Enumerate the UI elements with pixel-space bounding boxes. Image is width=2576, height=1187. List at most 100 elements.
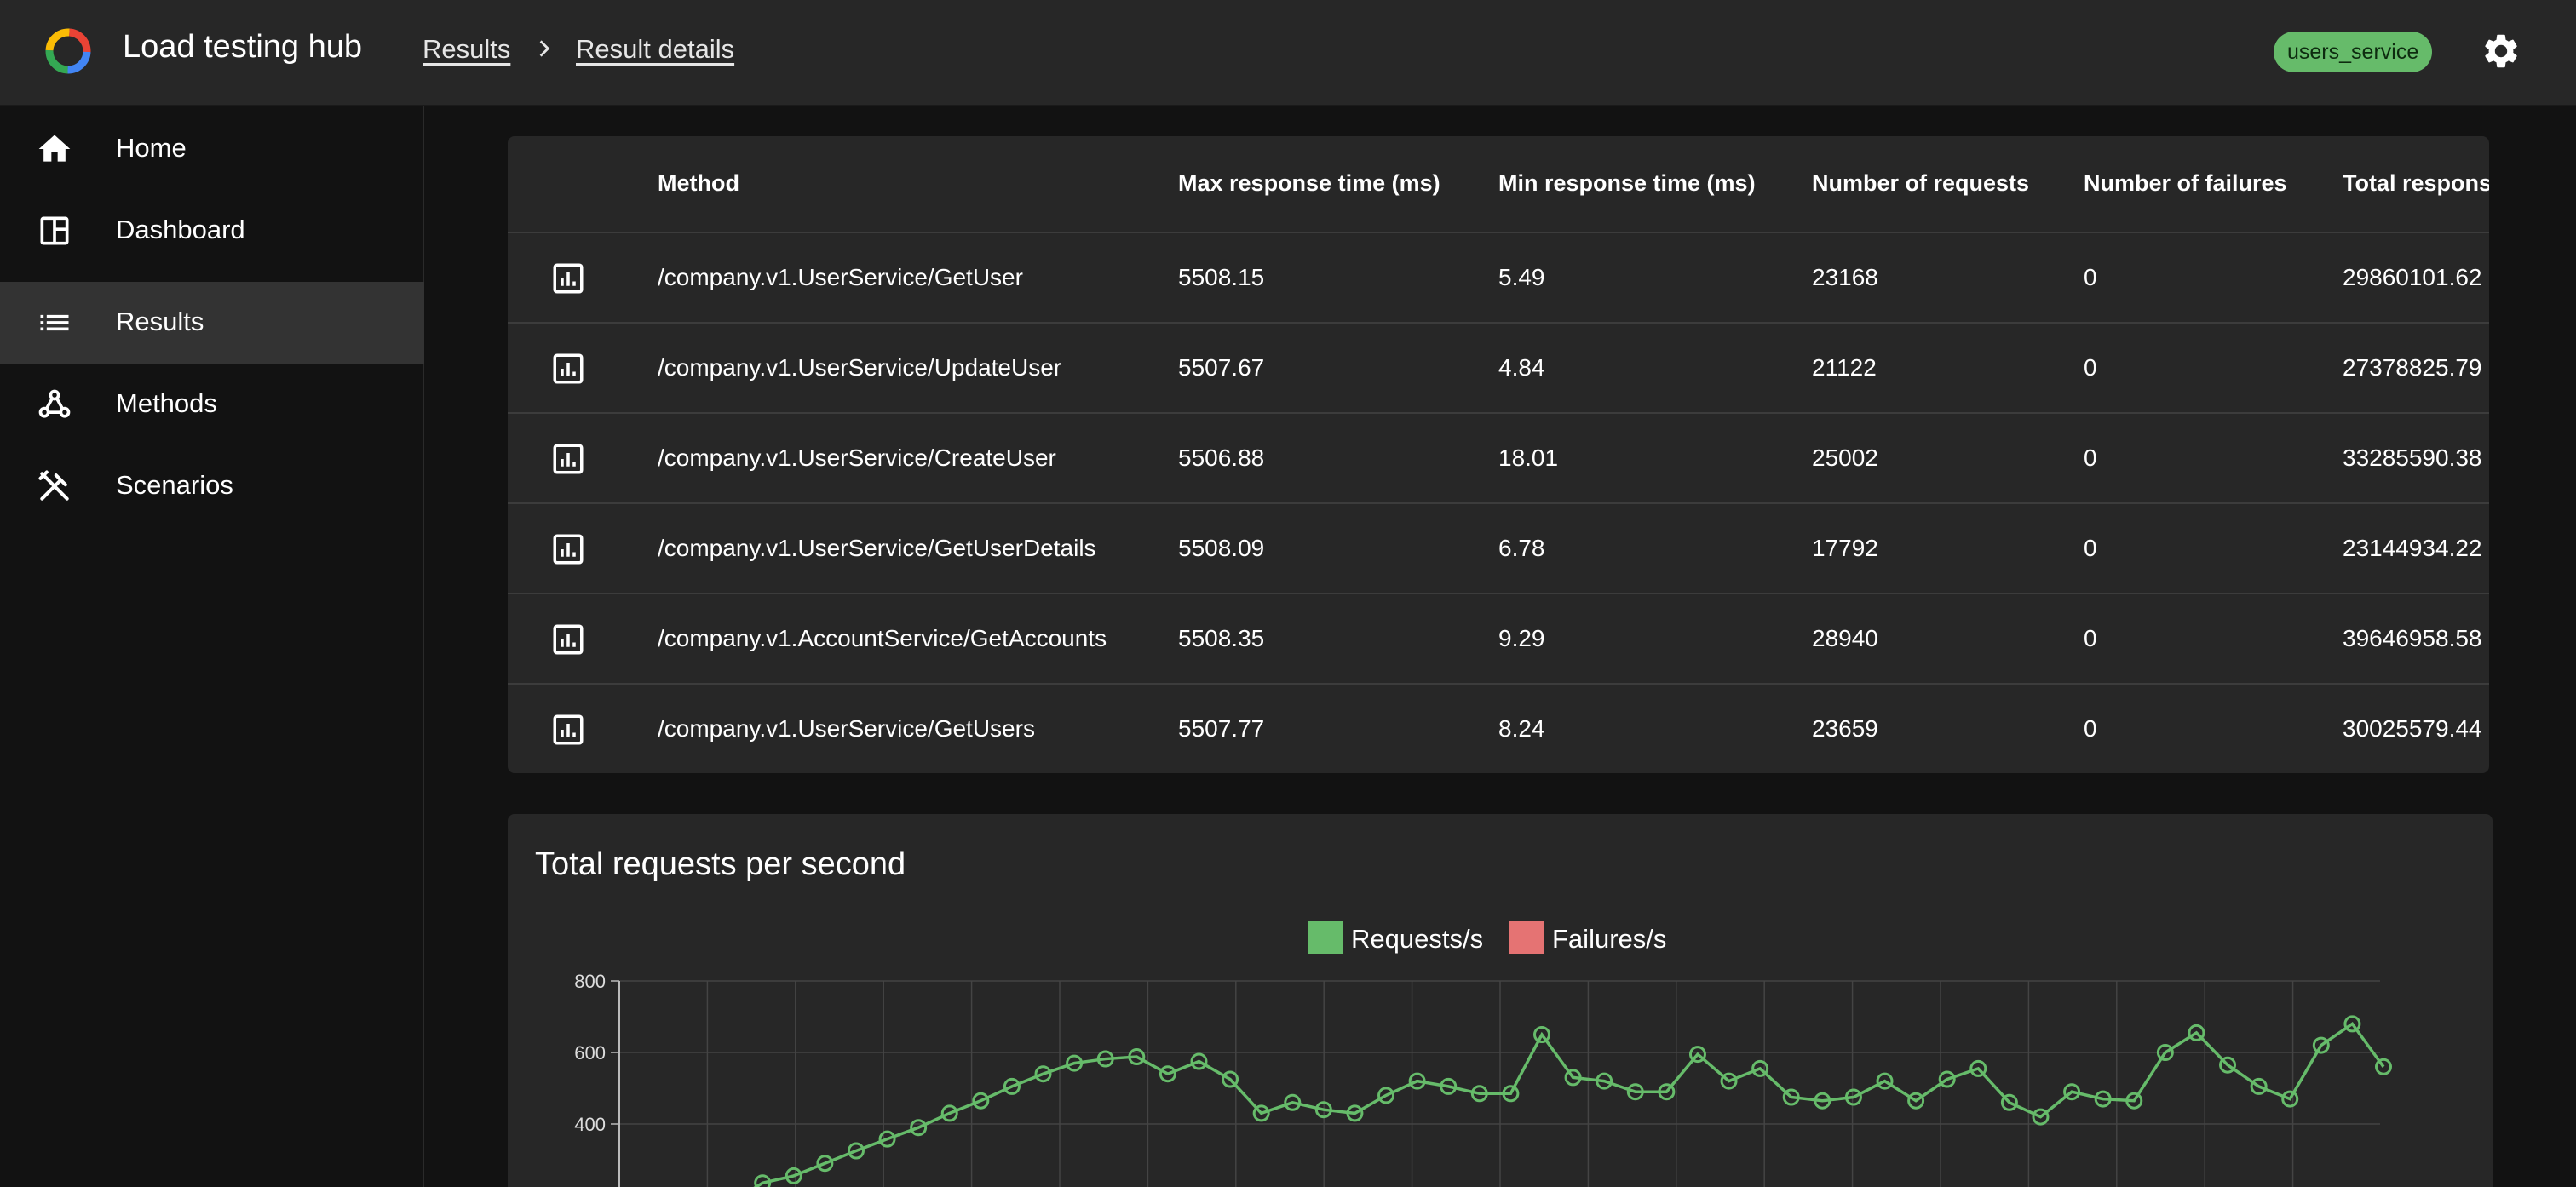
legend-swatch-requests xyxy=(1308,921,1343,954)
chart-report-icon[interactable] xyxy=(550,712,586,748)
data-point-requests xyxy=(1751,1059,1769,1077)
list-icon xyxy=(40,314,69,331)
data-point-requests xyxy=(1596,1072,1613,1090)
data-point-requests xyxy=(1502,1085,1520,1103)
cell-requests: 28940 xyxy=(1812,625,1878,651)
data-point-requests xyxy=(1969,1059,1987,1077)
tools-icon xyxy=(38,470,69,501)
cell-max-response: 5506.88 xyxy=(1178,444,1265,471)
cell-requests: 23168 xyxy=(1812,264,1878,290)
cell-failures: 0 xyxy=(2084,264,2097,290)
data-point-requests xyxy=(1533,1026,1550,1043)
cell-total-response: 27378825.79 xyxy=(2343,354,2482,381)
data-point-requests xyxy=(847,1142,865,1160)
data-point-requests xyxy=(940,1104,958,1122)
data-point-requests xyxy=(1470,1085,1488,1103)
data-point-requests xyxy=(1720,1072,1738,1090)
column-header-failures[interactable]: Number of failures xyxy=(2084,170,2287,196)
table-row: /company.v1.AccountService/GetAccounts 55… xyxy=(508,594,2489,685)
data-point-requests xyxy=(2125,1092,2143,1110)
data-point-requests xyxy=(1159,1065,1176,1083)
chart-report-icon[interactable] xyxy=(550,351,586,387)
data-point-requests xyxy=(1034,1065,1052,1083)
data-point-requests xyxy=(2281,1090,2299,1108)
data-point-requests xyxy=(1626,1083,1644,1101)
dashboard-icon xyxy=(40,216,69,245)
column-header-min-response[interactable]: Min response time (ms) xyxy=(1498,170,1756,196)
table-row: /company.v1.UserService/CreateUser 5506.8… xyxy=(508,414,2489,504)
legend-label-failures[interactable]: Failures/s xyxy=(1552,924,1667,954)
cell-method: /company.v1.AccountService/GetAccounts xyxy=(658,625,1107,651)
cell-total-response: 30025579.44 xyxy=(2343,715,2482,742)
breadcrumb-results[interactable]: Results xyxy=(423,34,511,64)
webhook-icon xyxy=(38,389,71,418)
data-point-requests xyxy=(1844,1088,1862,1106)
chart-report-icon[interactable] xyxy=(550,622,586,657)
column-header-max-response[interactable]: Max response time (ms) xyxy=(1178,170,1440,196)
data-point-requests xyxy=(2188,1024,2205,1041)
line-chart: 400 600 800 xyxy=(574,971,2392,1187)
requests-chart-card: Total requests per second Requests/s Fai… xyxy=(508,814,2493,1187)
data-point-requests xyxy=(785,1167,802,1184)
breadcrumb-result-details[interactable]: Result details xyxy=(576,34,735,64)
data-point-requests xyxy=(972,1092,990,1110)
data-point-requests xyxy=(754,1174,772,1187)
sidebar-item-methods[interactable]: Methods xyxy=(0,364,424,445)
sidebar-item-label: Methods xyxy=(116,388,217,418)
chart-report-icon[interactable] xyxy=(550,531,586,567)
data-point-requests xyxy=(816,1155,834,1173)
cell-min-response: 5.49 xyxy=(1498,264,1545,290)
column-header-requests[interactable]: Number of requests xyxy=(1812,170,2030,196)
data-point-requests xyxy=(2000,1093,2018,1111)
cell-requests: 25002 xyxy=(1812,444,1878,471)
cell-min-response: 4.84 xyxy=(1498,354,1545,381)
sidebar-item-label: Dashboard xyxy=(116,215,245,244)
results-table: Method Max response time (ms) Min respon… xyxy=(508,136,2489,773)
app-header: Load testing hub Results Result details … xyxy=(0,0,2576,106)
table-row: /company.v1.UserService/GetUserDetails 55… xyxy=(508,504,2489,594)
gear-icon[interactable] xyxy=(2481,31,2521,72)
data-point-requests xyxy=(2094,1090,2112,1108)
data-point-requests xyxy=(1066,1054,1084,1072)
y-tick-label: 400 xyxy=(574,1114,606,1135)
data-point-requests xyxy=(2032,1108,2050,1126)
column-header-total-response[interactable]: Total respons xyxy=(2343,170,2489,196)
data-point-requests xyxy=(1907,1092,1925,1110)
y-tick-label: 600 xyxy=(574,1042,606,1064)
sidebar: Home Dashboard Results Methods xyxy=(0,106,424,1187)
cell-failures: 0 xyxy=(2084,444,2097,471)
chart-report-icon[interactable] xyxy=(550,441,586,477)
cell-failures: 0 xyxy=(2084,715,2097,742)
cell-requests: 21122 xyxy=(1812,354,1877,381)
chart-report-icon[interactable] xyxy=(550,261,586,296)
home-icon xyxy=(38,135,71,162)
cell-total-response: 23144934.22 xyxy=(2343,535,2482,561)
cell-max-response: 5507.67 xyxy=(1178,354,1265,381)
data-point-requests xyxy=(2343,1015,2361,1033)
sidebar-item-home[interactable]: Home xyxy=(0,108,424,190)
data-point-requests xyxy=(1876,1072,1894,1090)
cell-total-response: 33285590.38 xyxy=(2343,444,2482,471)
table-header-divider xyxy=(508,232,2489,233)
sidebar-item-results[interactable]: Results xyxy=(0,282,424,364)
data-point-requests xyxy=(2219,1056,2237,1074)
data-point-requests xyxy=(1440,1077,1458,1095)
legend-label-requests[interactable]: Requests/s xyxy=(1351,924,1484,954)
data-point-requests xyxy=(1377,1087,1395,1104)
cell-method: /company.v1.UserService/GetUsers xyxy=(658,715,1035,742)
cell-method: /company.v1.UserService/UpdateUser xyxy=(658,354,1062,381)
data-point-requests xyxy=(2375,1058,2392,1075)
data-point-requests xyxy=(1003,1077,1021,1095)
column-header-method[interactable]: Method xyxy=(658,170,739,196)
app-logo[interactable] xyxy=(43,26,94,77)
sidebar-item-dashboard[interactable]: Dashboard xyxy=(0,190,424,272)
data-point-requests xyxy=(2250,1077,2268,1095)
cell-max-response: 5508.09 xyxy=(1178,535,1265,561)
series-line-requests xyxy=(753,1021,2385,1187)
app-title: Load testing hub xyxy=(123,29,363,65)
data-point-requests xyxy=(1688,1046,1706,1064)
cell-method: /company.v1.UserService/GetUser xyxy=(658,264,1023,290)
sidebar-item-scenarios[interactable]: Scenarios xyxy=(0,445,424,527)
cell-requests: 17792 xyxy=(1812,535,1878,561)
cell-failures: 0 xyxy=(2084,535,2097,561)
